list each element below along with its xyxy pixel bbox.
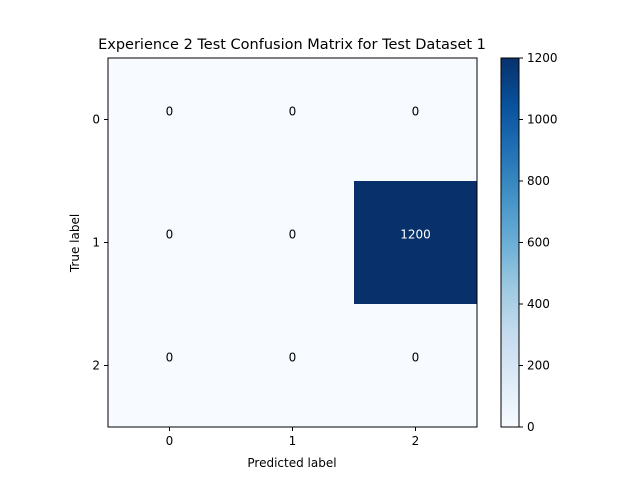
colorbar-tick-label: 1000 [527, 113, 558, 127]
cell-value-label: 1200 [400, 228, 431, 242]
colorbar-tick-label: 600 [527, 236, 550, 250]
chart-title: Experience 2 Test Confusion Matrix for T… [98, 37, 486, 53]
heatmap-cell [354, 181, 477, 304]
heatmap-cells [108, 58, 477, 427]
colorbar-tick-label: 200 [527, 359, 550, 373]
cell-value-label: 0 [166, 105, 174, 119]
y-axis-label: True label [68, 214, 82, 273]
cell-value-label: 0 [166, 228, 174, 242]
cell-value-label: 0 [412, 351, 420, 365]
x-axis-ticks: 0 1 2 [166, 427, 420, 448]
x-tick-label: 0 [166, 434, 174, 448]
cell-value-label: 0 [166, 351, 174, 365]
heatmap-cell [354, 58, 477, 181]
x-tick-label: 2 [412, 434, 420, 448]
colorbar-tick-label: 0 [527, 420, 535, 434]
y-axis-ticks: 0 1 2 [92, 113, 108, 373]
heatmap-cell [231, 304, 354, 427]
x-tick-label: 1 [289, 434, 297, 448]
heatmap-cell [231, 58, 354, 181]
heatmap-cell [108, 181, 231, 304]
cell-value-label: 0 [289, 228, 297, 242]
cell-value-label: 0 [412, 105, 420, 119]
colorbar-tick-label: 800 [527, 174, 550, 188]
cell-value-label: 0 [289, 351, 297, 365]
heatmap-cell [108, 304, 231, 427]
cell-value-label: 0 [289, 105, 297, 119]
y-tick-label: 1 [92, 236, 100, 250]
y-tick-label: 2 [92, 359, 100, 373]
heatmap-cell [231, 181, 354, 304]
colorbar-tick-label: 400 [527, 297, 550, 311]
colorbar-tick-label: 1200 [527, 51, 558, 65]
colorbar-ticks: 0 200 400 600 800 1000 1200 [519, 51, 558, 434]
x-axis-label: Predicted label [247, 456, 336, 470]
y-tick-label: 0 [92, 113, 100, 127]
heatmap-cell [108, 58, 231, 181]
heatmap-cell [354, 304, 477, 427]
colorbar [500, 57, 520, 428]
heatmap-cell-labels: 0 0 0 0 0 1200 0 0 0 [166, 105, 431, 365]
